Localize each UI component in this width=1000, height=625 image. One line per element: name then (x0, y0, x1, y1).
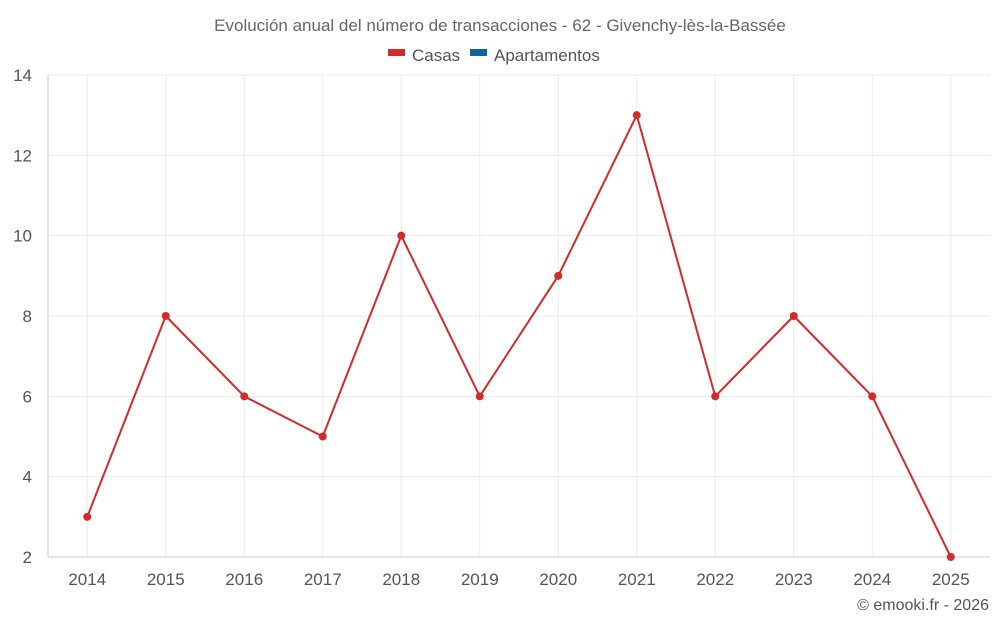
credit-text: © emooki.fr - 2026 (857, 597, 989, 614)
x-tick-label: 2022 (696, 570, 734, 589)
data-point-casas-2017[interactable] (318, 432, 327, 441)
chart-title: Evolución anual del número de transaccio… (214, 16, 786, 35)
data-point-casas-2022[interactable] (711, 392, 720, 401)
y-tick-label: 2 (23, 548, 32, 567)
x-tick-label: 2017 (304, 570, 342, 589)
x-tick-label: 2021 (618, 570, 656, 589)
series-layer (83, 111, 955, 561)
legend: Casas Apartamentos (388, 46, 600, 65)
data-point-casas-2019[interactable] (475, 392, 484, 401)
y-tick-label: 8 (23, 307, 32, 326)
y-axis-ticks: 2 4 6 8 10 12 14 (13, 66, 32, 567)
data-point-casas-2023[interactable] (789, 312, 798, 320)
x-tick-label: 2023 (775, 570, 813, 589)
data-point-casas-2025[interactable] (946, 553, 955, 561)
x-tick-label: 2015 (147, 570, 185, 589)
series-casas (83, 111, 955, 561)
y-tick-label: 14 (13, 66, 32, 85)
x-axis-ticks: 2014 2015 2016 2017 2018 2019 2020 2021 2022 2023… (68, 570, 969, 589)
legend-swatch-apartamentos (470, 49, 487, 56)
x-tick-label: 2014 (68, 570, 106, 589)
data-point-casas-2018[interactable] (397, 231, 406, 240)
y-tick-label: 6 (23, 387, 32, 406)
data-point-casas-2015[interactable] (161, 312, 170, 320)
x-tick-label: 2018 (382, 570, 420, 589)
x-tick-label: 2019 (461, 570, 499, 589)
x-tick-label: 2024 (853, 570, 891, 589)
series-line-casas (86, 114, 952, 558)
y-tick-label: 10 (13, 227, 32, 246)
legend-label-apartamentos[interactable]: Apartamentos (494, 46, 600, 65)
data-point-casas-2014[interactable] (83, 512, 92, 521)
data-point-casas-2016[interactable] (240, 392, 249, 401)
y-tick-label: 12 (13, 146, 32, 165)
legend-swatch-casas (388, 49, 405, 56)
data-point-casas-2021[interactable] (632, 111, 641, 120)
axes (47, 75, 990, 558)
x-tick-label: 2020 (539, 570, 577, 589)
data-point-casas-2020[interactable] (554, 271, 563, 280)
grid (48, 74, 990, 557)
y-tick-label: 4 (23, 468, 32, 487)
legend-label-casas[interactable]: Casas (412, 46, 460, 65)
data-point-casas-2024[interactable] (868, 392, 877, 401)
x-tick-label: 2025 (932, 570, 970, 589)
x-tick-label: 2016 (225, 570, 263, 589)
